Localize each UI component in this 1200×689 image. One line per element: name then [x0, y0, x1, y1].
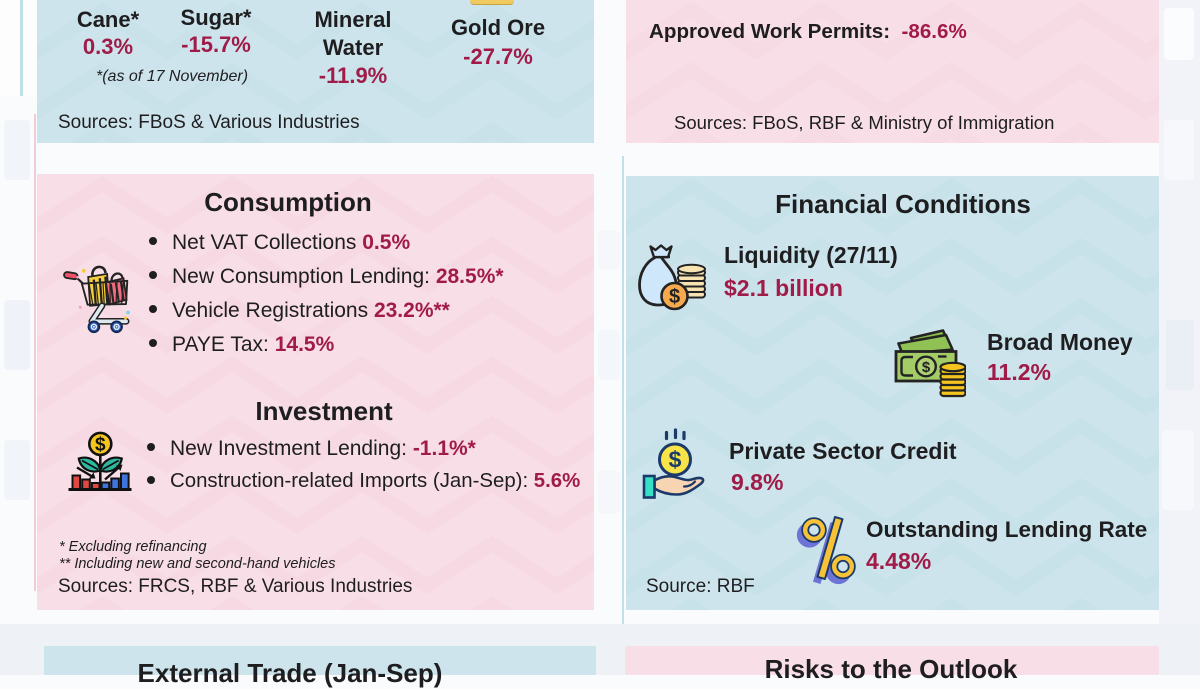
svg-text:$: $ [95, 435, 106, 456]
svg-text:$: $ [669, 447, 682, 473]
svg-text:$: $ [669, 286, 680, 308]
svg-text:$: $ [922, 359, 931, 376]
